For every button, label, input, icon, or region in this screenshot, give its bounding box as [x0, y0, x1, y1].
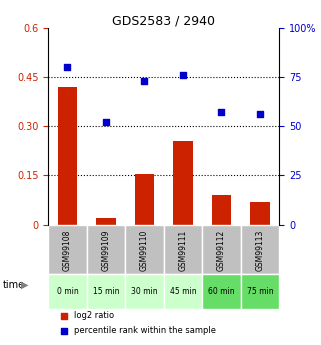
Text: 45 min: 45 min — [170, 287, 196, 296]
Text: 15 min: 15 min — [93, 287, 119, 296]
Text: GSM99109: GSM99109 — [101, 230, 110, 271]
Bar — [173, 141, 193, 225]
Point — [180, 72, 186, 78]
Text: GSM99112: GSM99112 — [217, 230, 226, 271]
FancyBboxPatch shape — [48, 274, 87, 308]
Text: 30 min: 30 min — [131, 287, 158, 296]
Text: 0 min: 0 min — [56, 287, 78, 296]
Text: GSM99110: GSM99110 — [140, 230, 149, 271]
FancyBboxPatch shape — [241, 225, 279, 274]
FancyBboxPatch shape — [164, 225, 202, 274]
Bar — [212, 195, 231, 225]
FancyBboxPatch shape — [164, 274, 202, 308]
Bar — [135, 174, 154, 225]
FancyBboxPatch shape — [125, 225, 164, 274]
Title: GDS2583 / 2940: GDS2583 / 2940 — [112, 14, 215, 28]
Point — [103, 119, 108, 125]
Text: time: time — [3, 280, 25, 289]
Text: GSM99113: GSM99113 — [256, 230, 265, 271]
Point — [65, 64, 70, 70]
Text: 75 min: 75 min — [247, 287, 273, 296]
Point — [62, 313, 67, 319]
Point — [257, 111, 263, 117]
Bar — [58, 87, 77, 225]
Text: percentile rank within the sample: percentile rank within the sample — [74, 326, 216, 335]
Text: GSM99108: GSM99108 — [63, 230, 72, 271]
Text: GSM99111: GSM99111 — [178, 230, 187, 271]
FancyBboxPatch shape — [87, 274, 125, 308]
Point — [62, 328, 67, 334]
FancyBboxPatch shape — [48, 225, 87, 274]
Bar — [250, 202, 270, 225]
FancyBboxPatch shape — [202, 274, 241, 308]
FancyBboxPatch shape — [87, 225, 125, 274]
FancyBboxPatch shape — [241, 274, 279, 308]
Point — [219, 110, 224, 115]
Point — [142, 78, 147, 83]
Text: log2 ratio: log2 ratio — [74, 312, 114, 321]
FancyBboxPatch shape — [202, 225, 241, 274]
Bar — [96, 218, 116, 225]
Text: 60 min: 60 min — [208, 287, 235, 296]
FancyBboxPatch shape — [125, 274, 164, 308]
Text: ▶: ▶ — [21, 280, 28, 289]
